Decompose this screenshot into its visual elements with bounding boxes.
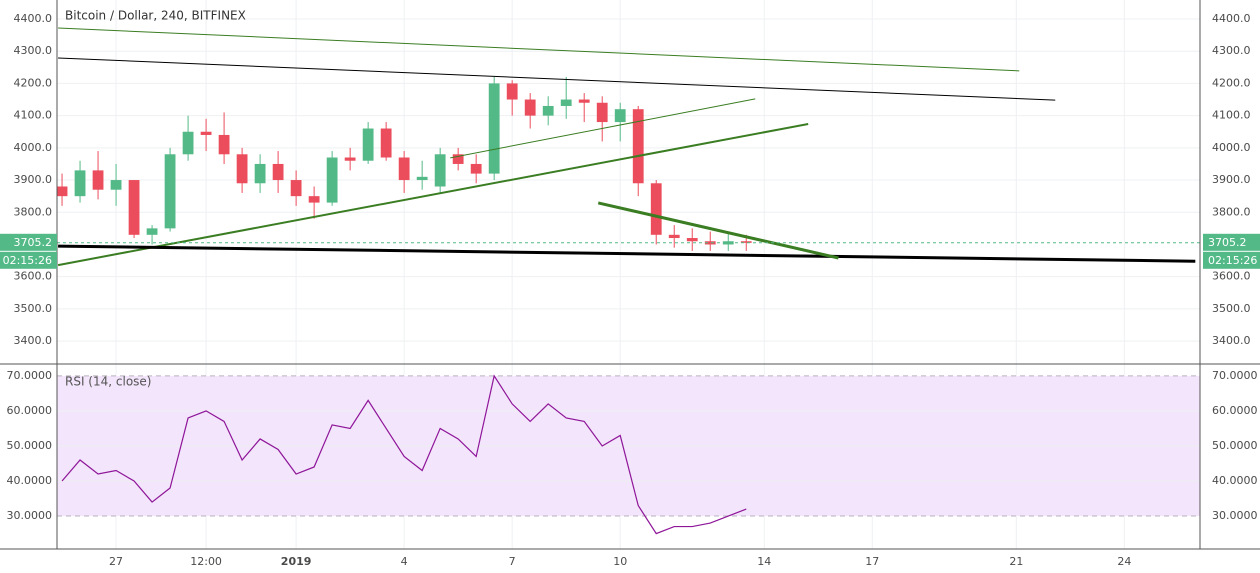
- candle-body: [236, 154, 248, 184]
- trendline: [58, 27, 1020, 72]
- y-tick-label-left: 4100.0: [14, 109, 53, 122]
- candle-body: [614, 109, 626, 123]
- candle-body: [56, 186, 68, 197]
- x-tick-label: 10: [613, 555, 627, 568]
- y-tick-label: 3500.0: [1212, 302, 1251, 315]
- y-tick-label: 4200.0: [1212, 76, 1251, 89]
- rsi-line: [61, 374, 747, 535]
- price-label-box: [0, 233, 57, 251]
- y-tick-label-left: 3800.0: [14, 205, 53, 218]
- rsi-title: RSI (14, close): [65, 375, 151, 389]
- candle-body: [560, 99, 572, 106]
- y-tick-label-left: 4000.0: [14, 141, 53, 154]
- candle-body: [272, 163, 284, 181]
- x-tick-label: 24: [1117, 555, 1131, 568]
- x-tick-label: 7: [509, 555, 516, 568]
- y-tick-label: 3400.0: [1212, 334, 1251, 347]
- candle-body: [290, 180, 302, 197]
- y-tick-label: 4000.0: [1212, 141, 1251, 154]
- timer-box: [0, 251, 57, 269]
- x-tick-label: 2019: [281, 555, 312, 568]
- candle-body: [362, 128, 374, 161]
- candle-body: [398, 157, 410, 181]
- timer-label: 02:15:26: [3, 254, 52, 267]
- price-label-box: [1203, 233, 1260, 251]
- candle-body: [308, 196, 320, 203]
- plot: [56, 27, 1200, 535]
- candle-body: [344, 157, 356, 161]
- grid: [57, 0, 1200, 549]
- trendline: [597, 201, 839, 260]
- candle-body: [470, 163, 482, 174]
- y-tick-label-left: 4300.0: [14, 44, 53, 57]
- candle-body: [92, 170, 104, 190]
- candle-body: [506, 83, 518, 100]
- candle-body: [668, 234, 680, 239]
- y-tick-label: 4300.0: [1212, 44, 1251, 57]
- rsi-tick-label: 40.0000: [1212, 474, 1258, 487]
- x-tick-label: 12:00: [190, 555, 222, 568]
- rsi-tick-label-left: 50.0000: [7, 439, 53, 452]
- candle-body: [740, 241, 752, 243]
- trendline: [57, 123, 809, 267]
- candle-body: [434, 154, 446, 187]
- rsi-tick-label: 50.0000: [1212, 439, 1258, 452]
- candle-body: [632, 109, 644, 184]
- y-tick-label: 3600.0: [1212, 270, 1251, 283]
- x-tick-label: 27: [109, 555, 123, 568]
- price-label: 3705.2: [14, 236, 53, 249]
- y-tick-label-left: 4200.0: [14, 76, 53, 89]
- y-tick-label: 4400.0: [1212, 12, 1251, 25]
- x-tick-label: 4: [401, 555, 408, 568]
- candle-body: [524, 99, 536, 116]
- rsi-tick-label-left: 30.0000: [7, 509, 53, 522]
- candle-body: [416, 176, 428, 181]
- y-tick-label-left: 3400.0: [14, 334, 53, 347]
- y-tick-label-left: 3900.0: [14, 173, 53, 186]
- trendline: [58, 57, 1056, 101]
- candle-body: [488, 83, 500, 174]
- rsi-tick-label-left: 60.0000: [7, 404, 53, 417]
- candle-body: [182, 131, 194, 155]
- candle-body: [74, 170, 86, 197]
- y-tick-label: 4100.0: [1212, 109, 1251, 122]
- candle-body: [128, 180, 140, 235]
- candle-body: [686, 238, 698, 242]
- candle-body: [254, 163, 266, 184]
- candle-body: [704, 241, 716, 245]
- y-tick-label-left: 3600.0: [14, 270, 53, 283]
- candle-body: [722, 241, 734, 245]
- candle-body: [110, 180, 122, 190]
- timer-box: [1203, 251, 1260, 269]
- candle-body: [326, 157, 338, 203]
- candle-body: [542, 105, 554, 116]
- rsi-tick-label: 30.0000: [1212, 509, 1258, 522]
- candle-body: [218, 134, 230, 155]
- candle-body: [650, 183, 662, 235]
- rsi-tick-label-left: 40.0000: [7, 474, 53, 487]
- rsi-tick-label: 60.0000: [1212, 404, 1258, 417]
- y-tick-label: 3900.0: [1212, 173, 1251, 186]
- candle-body: [596, 102, 608, 123]
- chart-title: Bitcoin / Dollar, 240, BITFINEX: [65, 9, 246, 23]
- x-tick-label: 21: [1009, 555, 1023, 568]
- rsi-tick-label-left: 70.0000: [7, 369, 53, 382]
- candle-body: [380, 128, 392, 158]
- trendline: [58, 244, 1196, 263]
- trendline: [450, 98, 756, 159]
- candle-body: [200, 131, 212, 135]
- y-tick-label-left: 3500.0: [14, 302, 53, 315]
- y-tick-label: 3800.0: [1212, 205, 1251, 218]
- rsi-tick-label: 70.0000: [1212, 369, 1258, 382]
- y-tick-label-left: 4400.0: [14, 12, 53, 25]
- candle-body: [164, 154, 176, 229]
- timer-label: 02:15:26: [1208, 254, 1257, 267]
- x-tick-label: 14: [757, 555, 771, 568]
- candle-body: [452, 154, 464, 164]
- candle-body: [578, 99, 590, 103]
- x-tick-label: 17: [865, 555, 879, 568]
- candle-body: [146, 228, 158, 235]
- price-label: 3705.2: [1208, 236, 1247, 249]
